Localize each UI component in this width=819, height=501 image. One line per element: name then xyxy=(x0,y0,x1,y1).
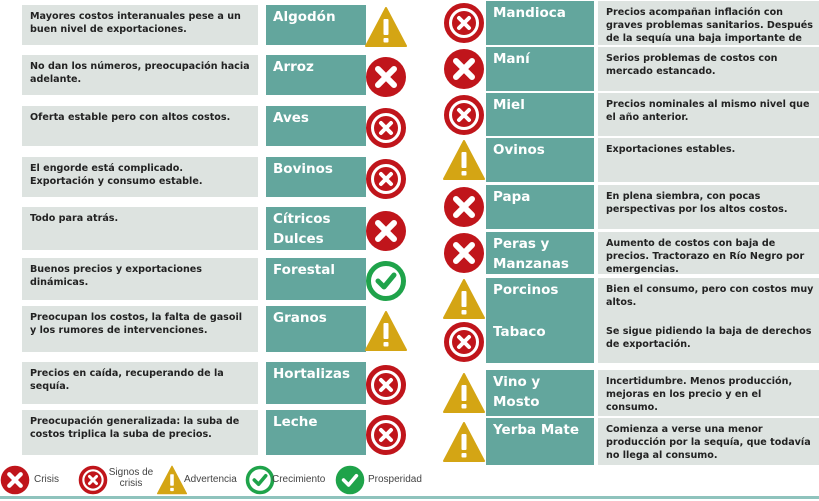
sector-name: Papa xyxy=(486,185,594,229)
sector-name: Tabaco xyxy=(486,320,594,363)
sector-description: Precios nominales al mismo nivel que el … xyxy=(598,93,819,136)
crisis-icon xyxy=(365,210,407,252)
legend-label: Crecimiento xyxy=(272,474,326,485)
legend-growth-icon xyxy=(245,465,275,495)
signs-of-crisis-icon xyxy=(365,414,407,456)
crisis-icon xyxy=(443,48,485,90)
warning-icon xyxy=(443,278,485,320)
sector-description: Bien el consumo, pero con costos muy alt… xyxy=(598,278,819,320)
legend-prosperity-icon xyxy=(335,465,365,495)
growth-icon xyxy=(365,260,407,302)
sector-description: Se sigue pidiendo la baja de derechos de… xyxy=(598,320,819,363)
sector-description: Buenos precios y exportaciones dinámicas… xyxy=(22,258,258,300)
sector-description: Oferta estable pero con altos costos. xyxy=(22,106,258,146)
sector-description: Preocupación generalizada: la suba de co… xyxy=(22,410,258,455)
sector-name: Granos xyxy=(266,306,366,352)
sector-name: Peras y Manzanas xyxy=(486,232,594,274)
signs-of-crisis-icon xyxy=(365,158,407,200)
legend-signs-of-crisis-icon xyxy=(78,465,108,495)
crisis-icon xyxy=(443,232,485,274)
warning-icon xyxy=(443,372,485,414)
signs-of-crisis-icon xyxy=(443,94,485,136)
sector-name: Maní xyxy=(486,47,594,91)
crisis-icon xyxy=(365,56,407,98)
legend-crisis-icon xyxy=(0,465,30,495)
sector-name: Algodón xyxy=(266,5,366,45)
sector-name: Mandioca xyxy=(486,1,594,45)
sector-description: Serios problemas de costos con mercado e… xyxy=(598,47,819,91)
legend-warning-icon xyxy=(157,465,187,495)
sector-name: Cítricos Dulces xyxy=(266,207,366,250)
signs-of-crisis-icon xyxy=(365,107,407,149)
sector-description: En plena siembra, con pocas perspectivas… xyxy=(598,185,819,229)
legend: Crisis Signos de crisis Advertencia Crecimi… xyxy=(0,464,819,496)
sector-name: Bovinos xyxy=(266,157,366,197)
sector-description: Incertidumbre. Menos producción, mejoras… xyxy=(598,370,819,416)
bottom-divider xyxy=(0,496,819,499)
warning-icon xyxy=(443,421,485,463)
warning-icon xyxy=(365,310,407,352)
legend-label: Prosperidad xyxy=(368,474,422,485)
sector-name: Aves xyxy=(266,106,366,146)
sector-name: Vino y Mosto xyxy=(486,370,594,416)
signs-of-crisis-icon xyxy=(443,2,485,44)
sector-name: Porcinos xyxy=(486,278,594,320)
crisis-icon xyxy=(443,186,485,228)
legend-label: Advertencia xyxy=(184,474,237,485)
sector-description: El engorde está complicado. Exportación … xyxy=(22,157,258,197)
signs-of-crisis-icon xyxy=(365,364,407,406)
sector-description: Mayores costos interanuales pese a un bu… xyxy=(22,5,258,45)
sector-name: Miel xyxy=(486,93,594,136)
sector-description: Precios acompañan inflación con graves p… xyxy=(598,1,819,45)
warning-icon xyxy=(443,139,485,181)
legend-label: Signos de crisis xyxy=(108,467,154,489)
sector-name: Yerba Mate xyxy=(486,418,594,465)
sector-description: Preocupan los costos, la falta de gasoil… xyxy=(22,306,258,352)
sector-description: Precios en caída, recuperando de la sequ… xyxy=(22,362,258,404)
sector-name: Leche xyxy=(266,410,366,455)
signs-of-crisis-icon xyxy=(443,321,485,363)
warning-icon xyxy=(365,6,407,48)
sector-description: Exportaciones estables. xyxy=(598,138,819,182)
sector-name: Forestal xyxy=(266,258,366,300)
sector-description: No dan los números, preocupación hacia a… xyxy=(22,55,258,95)
sector-description: Aumento de costos con baja de precios. T… xyxy=(598,232,819,274)
sector-description: Todo para atrás. xyxy=(22,207,258,250)
legend-label: Crisis xyxy=(34,474,59,485)
sector-name: Hortalizas xyxy=(266,362,366,404)
sector-name: Arroz xyxy=(266,55,366,95)
sector-description: Comienza a verse una menor producción po… xyxy=(598,418,819,465)
sector-name: Ovinos xyxy=(486,138,594,182)
